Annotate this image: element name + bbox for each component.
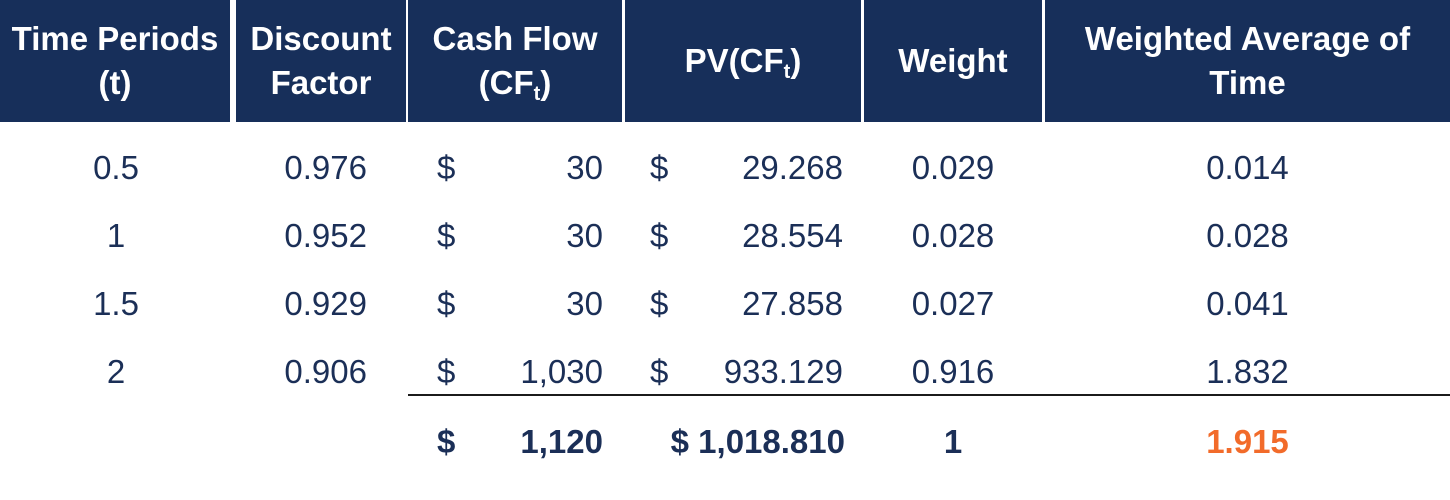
header-cash-flow-subscript: t [533, 83, 541, 105]
cell-present-value: 28.554 [742, 217, 843, 254]
table-row: 0.5 0.976 $ 30 $ 29.268 0.029 0.014 [0, 134, 1450, 202]
cell-weight: 0.916 [911, 353, 995, 390]
header-discount-factor-line1: Discount [250, 20, 392, 57]
cell-discount-factor: 0.952 [284, 217, 367, 254]
total-cash-flow: 1,120 [520, 423, 603, 460]
cell-cash-flow: 1,030 [520, 353, 603, 390]
header-cash-flow-line2-pre: (CF [478, 64, 534, 101]
header-weighted-average-line2: Time [1209, 64, 1286, 101]
cell-time-period: 0.5 [93, 149, 139, 186]
header-weight-label: Weight [898, 42, 1008, 79]
total-weighted-average-duration: 1.915 [1206, 423, 1289, 460]
header-present-value-post: ) [790, 42, 802, 79]
header-time-periods-line1: Time Periods [11, 20, 219, 57]
cell-pv-currency: $ [650, 353, 669, 390]
header-present-value-pre: PV(CF [684, 42, 784, 79]
cell-present-value: 933.129 [723, 353, 843, 390]
header-cash-flow-line1: Cash Flow [432, 20, 598, 57]
cell-cash-flow-currency: $ [437, 353, 456, 390]
header-present-value-label: PV(CFt) [685, 39, 802, 83]
table-row: 1.5 0.929 $ 30 $ 27.858 0.027 0.041 [0, 270, 1450, 338]
cell-time-period: 2 [106, 353, 126, 390]
table-row: 2 0.906 $ 1,030 $ 933.129 0.916 1.832 [0, 338, 1450, 406]
cell-cash-flow-currency: $ [437, 149, 456, 186]
cell-weighted-average: 0.028 [1206, 217, 1289, 254]
header-weighted-average-time: Weighted Average of Time [1045, 0, 1450, 122]
cell-cash-flow: 30 [566, 285, 603, 322]
header-discount-factor-line2: Factor [270, 64, 372, 101]
table-header: Time Periods (t) Discount Factor Cash Fl… [0, 0, 1450, 122]
total-weight: 1 [943, 423, 963, 460]
cell-discount-factor: 0.976 [284, 149, 367, 186]
cell-discount-factor: 0.929 [284, 285, 367, 322]
header-time-periods-line2: (t) [98, 64, 132, 101]
table-row: 1 0.952 $ 30 $ 28.554 0.028 0.028 [0, 202, 1450, 270]
header-present-value-subscript: t [783, 61, 791, 83]
total-cash-flow-currency: $ [437, 423, 456, 460]
cell-discount-factor: 0.906 [284, 353, 367, 390]
cell-pv-currency: $ [650, 285, 669, 322]
cell-weight: 0.029 [911, 149, 995, 186]
header-weighted-average-line1: Weighted Average of [1084, 20, 1411, 57]
totals-divider [408, 394, 1450, 396]
header-present-value: PV(CFt) [625, 0, 861, 122]
cell-weighted-average: 0.014 [1206, 149, 1289, 186]
cell-weighted-average: 1.832 [1206, 353, 1289, 390]
totals-row: $ 1,120 $ 1,018.810 1 1.915 [0, 408, 1450, 476]
cell-time-period: 1.5 [93, 285, 139, 322]
cell-pv-currency: $ [650, 217, 669, 254]
cell-cash-flow-currency: $ [437, 217, 456, 254]
cell-time-period: 1 [106, 217, 126, 254]
cell-pv-currency: $ [650, 149, 669, 186]
cell-weight: 0.027 [911, 285, 995, 322]
cell-weighted-average: 0.041 [1206, 285, 1289, 322]
cell-weight: 0.028 [911, 217, 995, 254]
cell-present-value: 27.858 [742, 285, 843, 322]
header-cash-flow: Cash Flow (CFt) [408, 0, 622, 122]
header-discount-factor: Discount Factor [236, 0, 406, 122]
cell-cash-flow-currency: $ [437, 285, 456, 322]
header-cash-flow-line2-post: ) [540, 64, 552, 101]
total-present-value: $ 1,018.810 [670, 423, 845, 460]
header-weight: Weight [864, 0, 1042, 122]
cell-cash-flow: 30 [566, 149, 603, 186]
cell-cash-flow: 30 [566, 217, 603, 254]
header-time-periods: Time Periods (t) [0, 0, 230, 122]
cell-present-value: 29.268 [742, 149, 843, 186]
header-cash-flow-line2: (CFt) [479, 61, 552, 105]
